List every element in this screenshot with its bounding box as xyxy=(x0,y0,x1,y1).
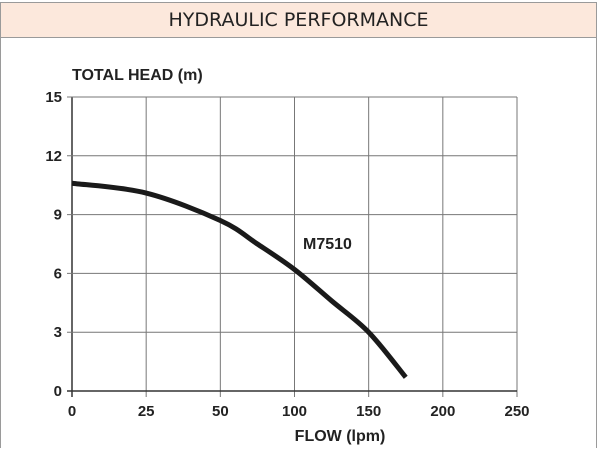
y-tick-label: 6 xyxy=(54,265,62,282)
y-tick-label: 0 xyxy=(54,383,62,400)
section-header: HYDRAULIC PERFORMANCE xyxy=(0,2,597,38)
x-axis-label: FLOW (lpm) xyxy=(295,428,386,445)
y-axis-label: TOTAL HEAD (m) xyxy=(72,67,203,84)
x-tick-label: 50 xyxy=(212,403,229,420)
x-tick-label: 25 xyxy=(138,403,155,420)
y-tick-label: 15 xyxy=(45,89,62,106)
series-line-m7510 xyxy=(71,180,408,379)
x-tick-label: 100 xyxy=(282,403,307,420)
x-tick-label: 250 xyxy=(504,403,529,420)
y-tick-label: 12 xyxy=(45,148,62,165)
y-tick-label: 3 xyxy=(54,324,62,341)
x-tick-label: 150 xyxy=(356,403,381,420)
x-tick-label: 0 xyxy=(68,403,76,420)
series-label: M7510 xyxy=(303,236,352,253)
y-tick-label: 9 xyxy=(54,207,62,224)
x-tick-label: 200 xyxy=(430,403,455,420)
